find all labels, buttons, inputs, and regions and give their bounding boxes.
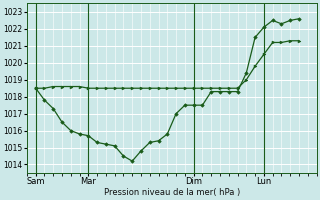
X-axis label: Pression niveau de la mer( hPa ): Pression niveau de la mer( hPa ) — [104, 188, 240, 197]
